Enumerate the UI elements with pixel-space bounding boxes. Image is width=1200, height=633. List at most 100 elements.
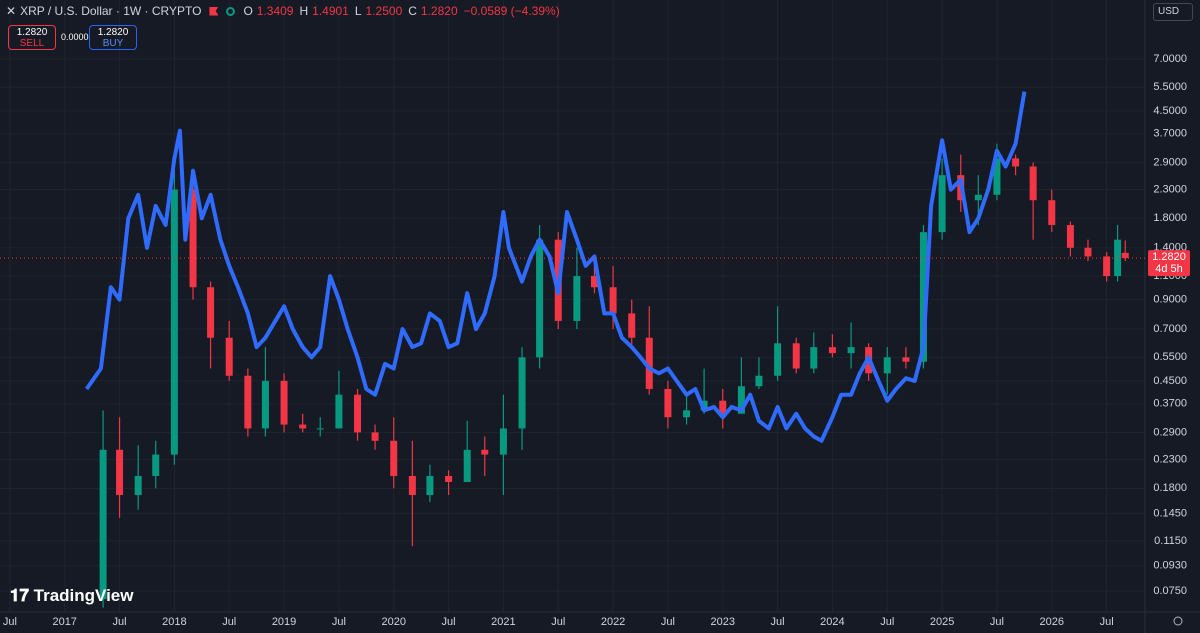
x-tick-label: Jul [880,616,894,628]
ohlc-value: 1.4901 [312,4,349,18]
x-tick-label: Jul [332,616,346,628]
status-icon [226,6,236,16]
x-tick-label: Jul [771,616,785,628]
buy-label: BUY [102,38,124,49]
y-tick-label: 0.1150 [1154,535,1187,547]
x-tick-label: 2023 [711,616,735,628]
buy-button[interactable]: 1.2820 BUY [89,25,137,50]
logo-mark: 𝟏𝟕 [10,586,34,605]
x-tick-label: Jul [990,616,1004,628]
candle-body [628,313,636,338]
candle-body [590,276,598,288]
candle-body [518,357,526,429]
candle-body [189,189,197,288]
candle-body [170,189,178,455]
candle-body [1103,256,1111,277]
candle-body [919,232,927,362]
ohlc-key: L [354,4,362,18]
candle-body [1114,239,1122,277]
candle-body [99,449,107,600]
candle-body [1066,225,1074,248]
candle-body [719,400,727,414]
price-line [84,91,1027,443]
candle-body [316,428,324,430]
ohlc-value: 1.2500 [365,4,403,18]
y-tick-label: 1.8000 [1153,212,1187,224]
candle-body [445,475,453,482]
candle-body [499,428,507,455]
sell-button[interactable]: 1.2820 SELL [8,25,56,50]
x-tick-label: 2019 [272,616,296,628]
x-tick-label: 2024 [820,616,844,628]
ohlc-key: H [299,4,309,18]
x-tick-label: Jul [222,616,236,628]
y-tick-label: 7.0000 [1153,53,1187,65]
buy-price: 1.2820 [97,27,129,38]
currency-button[interactable]: USD [1153,3,1193,21]
y-tick-label: 0.9000 [1153,293,1187,305]
candle-body [390,440,398,476]
y-tick-label: 0.1800 [1153,482,1187,494]
sell-price: 1.2820 [16,27,48,38]
ohlc-key: C [408,4,417,18]
candle-body [828,347,836,354]
y-tick-label: 0.3700 [1153,398,1187,410]
y-tick-label: 0.7000 [1153,323,1187,335]
candle-body [225,337,233,376]
countdown: 4d 5h [1155,263,1183,275]
candle-body [354,394,362,433]
last-price-label: 1.2820 [1152,251,1186,263]
candle-body [335,394,343,429]
candles [99,143,1129,608]
header: ✕ XRP / U.S. Dollar · 1W · CRYPTO O 1.340… [6,4,562,18]
last-price-box [1148,250,1190,277]
candle-body [152,454,160,476]
candle-body [408,475,416,496]
candle-body [1084,247,1092,257]
candle-body [481,449,489,455]
candle-body [938,175,946,233]
candle-body [207,287,215,338]
candle-body [645,337,653,389]
y-tick-label: 0.0930 [1153,560,1187,572]
candle-body [683,410,691,418]
close-icon[interactable]: ✕ [6,4,17,18]
y-tick-label: 0.2300 [1153,453,1187,465]
logo-text: TradingView [33,586,134,605]
x-tick-label: 2022 [601,616,625,628]
y-tick-label: 2.9000 [1153,156,1187,168]
x-tick-label: Jul [113,616,127,628]
candle-body [299,424,307,429]
ohlc-value: 1.3409 [256,4,294,18]
y-tick-label: 0.0750 [1153,585,1187,597]
y-tick-label: 5.5000 [1153,81,1187,93]
y-tick-label: 3.7000 [1153,128,1187,140]
x-tick-label: 2017 [52,616,76,628]
y-tick-label: 4.5000 [1153,105,1187,117]
candle-body [609,287,617,314]
candle-body [847,347,855,354]
spread: 0.0000 [61,32,89,42]
candle-body [993,158,1001,195]
candle-body [371,432,379,441]
x-tick-label: 2026 [1040,616,1064,628]
x-tick-label: 2025 [930,616,954,628]
candle-body [1121,252,1129,259]
candle-body [664,388,672,418]
x-tick-label: Jul [3,616,17,628]
x-tick-label: Jul [1100,616,1114,628]
candle-body [134,475,142,496]
sell-label: SELL [19,38,45,49]
logo: 𝟏𝟕 TradingView [10,586,133,606]
flag-icon[interactable] [209,6,219,16]
candle-body [883,357,891,374]
x-tick-label: 2018 [162,616,186,628]
candle-body [280,380,288,425]
settings-icon[interactable] [1173,616,1183,626]
ohlc-value: 1.2820 [420,4,458,18]
candle-body [426,475,434,496]
candle-body [755,375,763,387]
candle-body [774,343,782,376]
